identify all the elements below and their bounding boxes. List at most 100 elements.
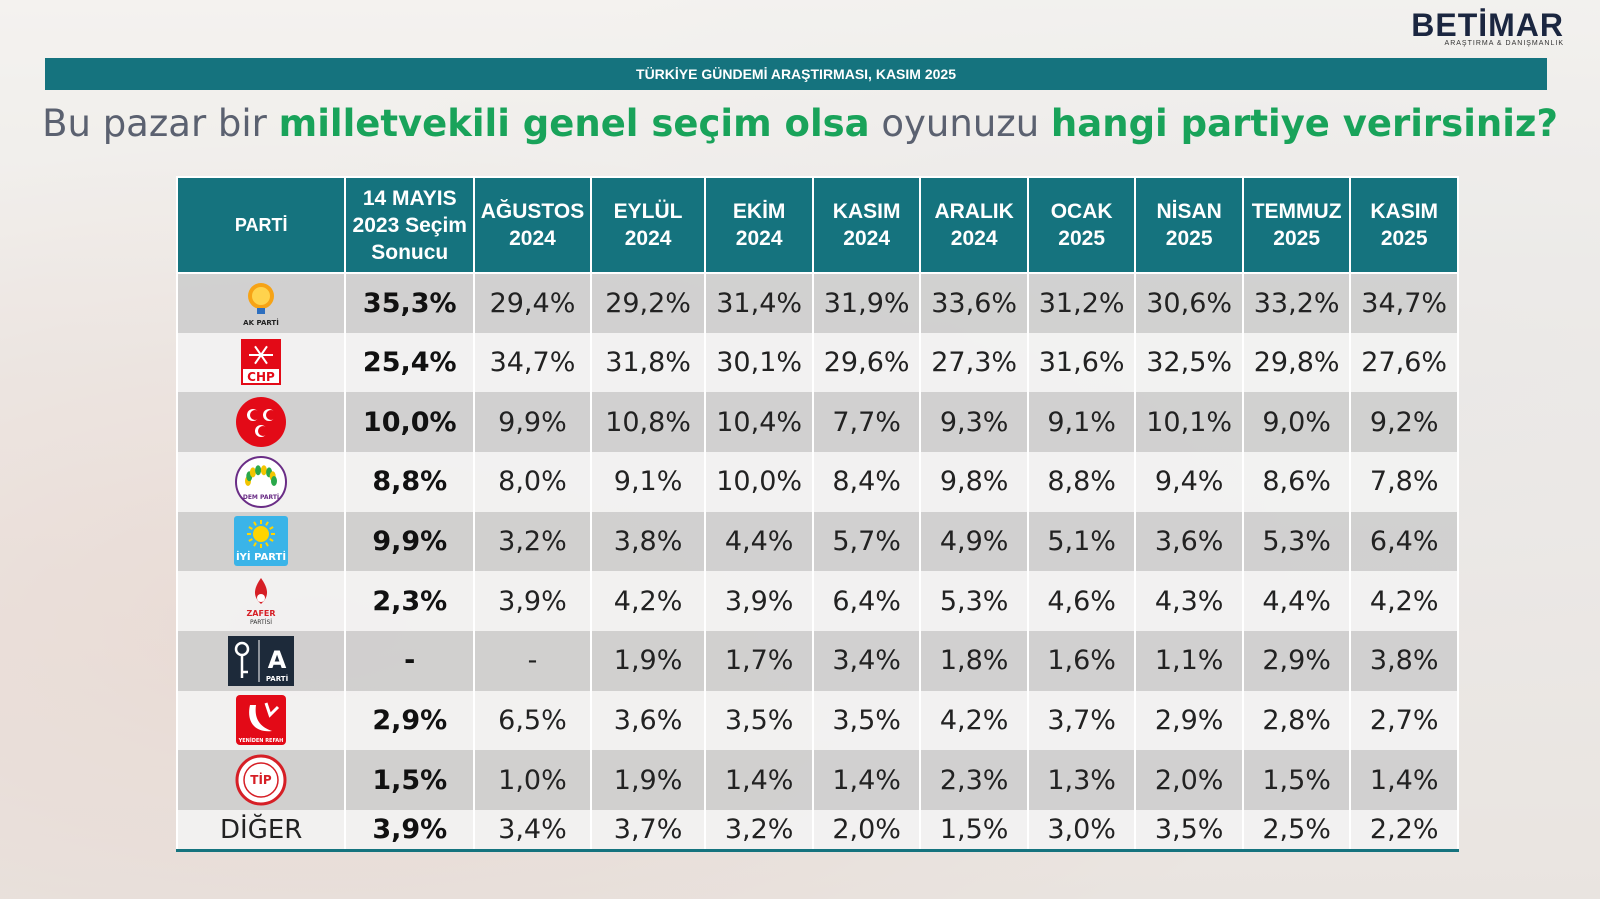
poll-value-cell: 31,9% (811, 273, 922, 333)
chp-logo: CHP (241, 339, 282, 386)
poll-value-cell: 1,9% (589, 630, 707, 691)
poll-value-cell: 27,6% (1349, 332, 1459, 393)
poll-value-cell: 3,6% (1134, 511, 1244, 572)
column-header: EYLÜL 2024 (589, 176, 707, 274)
column-header: TEMMUZ 2025 (1241, 176, 1352, 274)
poll-value-cell: 1,4% (1349, 750, 1459, 810)
dem-logo: DEM PARTİ (235, 455, 288, 508)
poll-value-cell: 3,4% (811, 630, 922, 691)
poll-value-cell: 5,3% (1241, 511, 1352, 572)
table-row: İYİ PARTİ 9,9% 3,2% 3,8% 4,4% 5,7% 4,9% 5,1% 3,6… (175, 511, 1459, 572)
election-result-cell: 35,3% (344, 273, 476, 333)
header-row: PARTİ 14 MAYIS 2023 Seçim Sonucu AĞUSTOS 2… (175, 176, 1459, 274)
poll-value-cell: 5,3% (919, 571, 1029, 631)
poll-value-cell: 32,5% (1134, 332, 1244, 393)
poll-value-cell: 29,2% (589, 273, 707, 333)
poll-value-cell: 10,1% (1134, 392, 1244, 452)
election-result-cell: 3,9% (344, 809, 476, 852)
column-header: AĞUSTOS 2024 (473, 176, 592, 274)
poll-value-cell: 1,8% (919, 630, 1029, 691)
poll-value-cell: 9,4% (1134, 451, 1244, 512)
poll-value-cell: 2,7% (1349, 690, 1459, 751)
election-result-cell: 2,3% (344, 571, 476, 631)
poll-value-cell: 33,2% (1241, 273, 1352, 333)
poll-value-cell: 2,9% (1134, 690, 1244, 751)
poll-value-cell: 5,1% (1026, 511, 1137, 572)
party-cell: AK PARTİ (175, 273, 347, 333)
poll-value-cell: 8,8% (1026, 451, 1137, 512)
poll-value-cell: - (473, 630, 592, 691)
poll-value-cell: 2,2% (1349, 809, 1459, 852)
party-cell: İYİ PARTİ (175, 511, 347, 572)
poll-value-cell: 4,3% (1134, 571, 1244, 631)
poll-value-cell: 9,0% (1241, 392, 1352, 452)
poll-value-cell: 9,3% (919, 392, 1029, 452)
other-label: DİĞER (220, 814, 303, 845)
poll-value-cell: 2,0% (1134, 750, 1244, 810)
poll-value-cell: 30,6% (1134, 273, 1244, 333)
poll-value-cell: 4,2% (589, 571, 707, 631)
poll-value-cell: 31,2% (1026, 273, 1137, 333)
poll-value-cell: 10,0% (704, 451, 814, 512)
column-header: KASIM 2024 (811, 176, 922, 274)
iyi-logo: İYİ PARTİ (234, 516, 289, 567)
poll-value-cell: 29,4% (473, 273, 592, 333)
election-result-cell: 9,9% (344, 511, 476, 572)
party-cell: DİĞER (175, 809, 347, 852)
table-row: YENİDEN REFAH 2,9% 6,5% 3,6% 3,5% 3,5% 4,2% 3,7… (175, 690, 1459, 751)
yeniden-refah-logo-text: YENİDEN REFAH (238, 737, 284, 744)
poll-value-cell: 3,8% (1349, 630, 1459, 691)
party-cell: CHP (175, 332, 347, 393)
table-row: DİĞER 3,9% 3,4% 3,7% 3,2% 2,0% 1,5% 3,0% 3,5% 2,5… (175, 809, 1459, 852)
table-row: DEM PARTİ 8,8% 8,0% 9,1% 10,0% 8,4% 9,8% 8,8% 9,… (175, 451, 1459, 512)
election-result-cell: - (344, 630, 476, 691)
poll-value-cell: 1,4% (704, 750, 814, 810)
poll-value-cell: 31,8% (589, 332, 707, 393)
election-result-cell: 8,8% (344, 451, 476, 512)
akp-logo: AK PARTİ (243, 283, 279, 327)
poll-value-cell: 1,0% (473, 750, 592, 810)
question-highlight-2: hangi partiye verirsiniz? (1050, 102, 1558, 145)
poll-value-cell: 1,5% (1241, 750, 1352, 810)
brand-tagline: ARAŞTIRMA & DANIŞMANLIK (1444, 40, 1564, 47)
poll-value-cell: 33,6% (919, 273, 1029, 333)
tip-logo-text: TİP (250, 772, 272, 787)
table-row: TİP 1,5% 1,0% 1,9% 1,4% 1,4% 2,3% 1,3% 2,0% 1,5% 1… (175, 750, 1459, 810)
poll-value-cell: 31,6% (1026, 332, 1137, 393)
election-result-cell: 10,0% (344, 392, 476, 452)
poll-value-cell: 34,7% (473, 332, 592, 393)
yeniden-refah-logo: YENİDEN REFAH (236, 695, 287, 746)
poll-value-cell: 8,4% (811, 451, 922, 512)
poll-value-cell: 8,0% (473, 451, 592, 512)
question-highlight-1: milletvekili genel seçim olsa (278, 102, 870, 145)
election-result-cell: 2,9% (344, 690, 476, 751)
poll-value-cell: 6,4% (811, 571, 922, 631)
poll-value-cell: 3,9% (473, 571, 592, 631)
poll-value-cell: 3,8% (589, 511, 707, 572)
poll-value-cell: 3,7% (589, 809, 707, 852)
poll-value-cell: 29,8% (1241, 332, 1352, 393)
poll-value-cell: 1,9% (589, 750, 707, 810)
poll-value-cell: 6,4% (1349, 511, 1459, 572)
column-header: OCAK 2025 (1026, 176, 1137, 274)
poll-value-cell: 3,6% (589, 690, 707, 751)
poll-value-cell: 3,5% (811, 690, 922, 751)
poll-value-cell: 31,4% (704, 273, 814, 333)
poll-value-cell: 4,4% (704, 511, 814, 572)
poll-value-cell: 7,8% (1349, 451, 1459, 512)
table-row: AK PARTİ 35,3% 29,4% 29,2% 31,4% 31,9% 33,6% 31… (175, 273, 1459, 333)
party-cell: YENİDEN REFAH (175, 690, 347, 751)
table-row: CHP 25,4% 34,7% 31,8% 30,1% 29,6% 27,3% 31,6% 32… (175, 332, 1459, 393)
poll-value-cell: 1,4% (811, 750, 922, 810)
poll-value-cell: 3,9% (704, 571, 814, 631)
column-header: KASIM 2025 (1349, 176, 1459, 274)
akp-logo-text: AK PARTİ (243, 318, 279, 327)
survey-banner: TÜRKİYE GÜNDEMİ ARAŞTIRMASI, KASIM 2025 (45, 58, 1547, 90)
poll-value-cell: 2,8% (1241, 690, 1352, 751)
column-header: NİSAN 2025 (1134, 176, 1244, 274)
column-header: 14 MAYIS 2023 Seçim Sonucu (344, 176, 476, 274)
poll-value-cell: 1,6% (1026, 630, 1137, 691)
poll-value-cell: 3,5% (704, 690, 814, 751)
poll-value-cell: 4,2% (1349, 571, 1459, 631)
